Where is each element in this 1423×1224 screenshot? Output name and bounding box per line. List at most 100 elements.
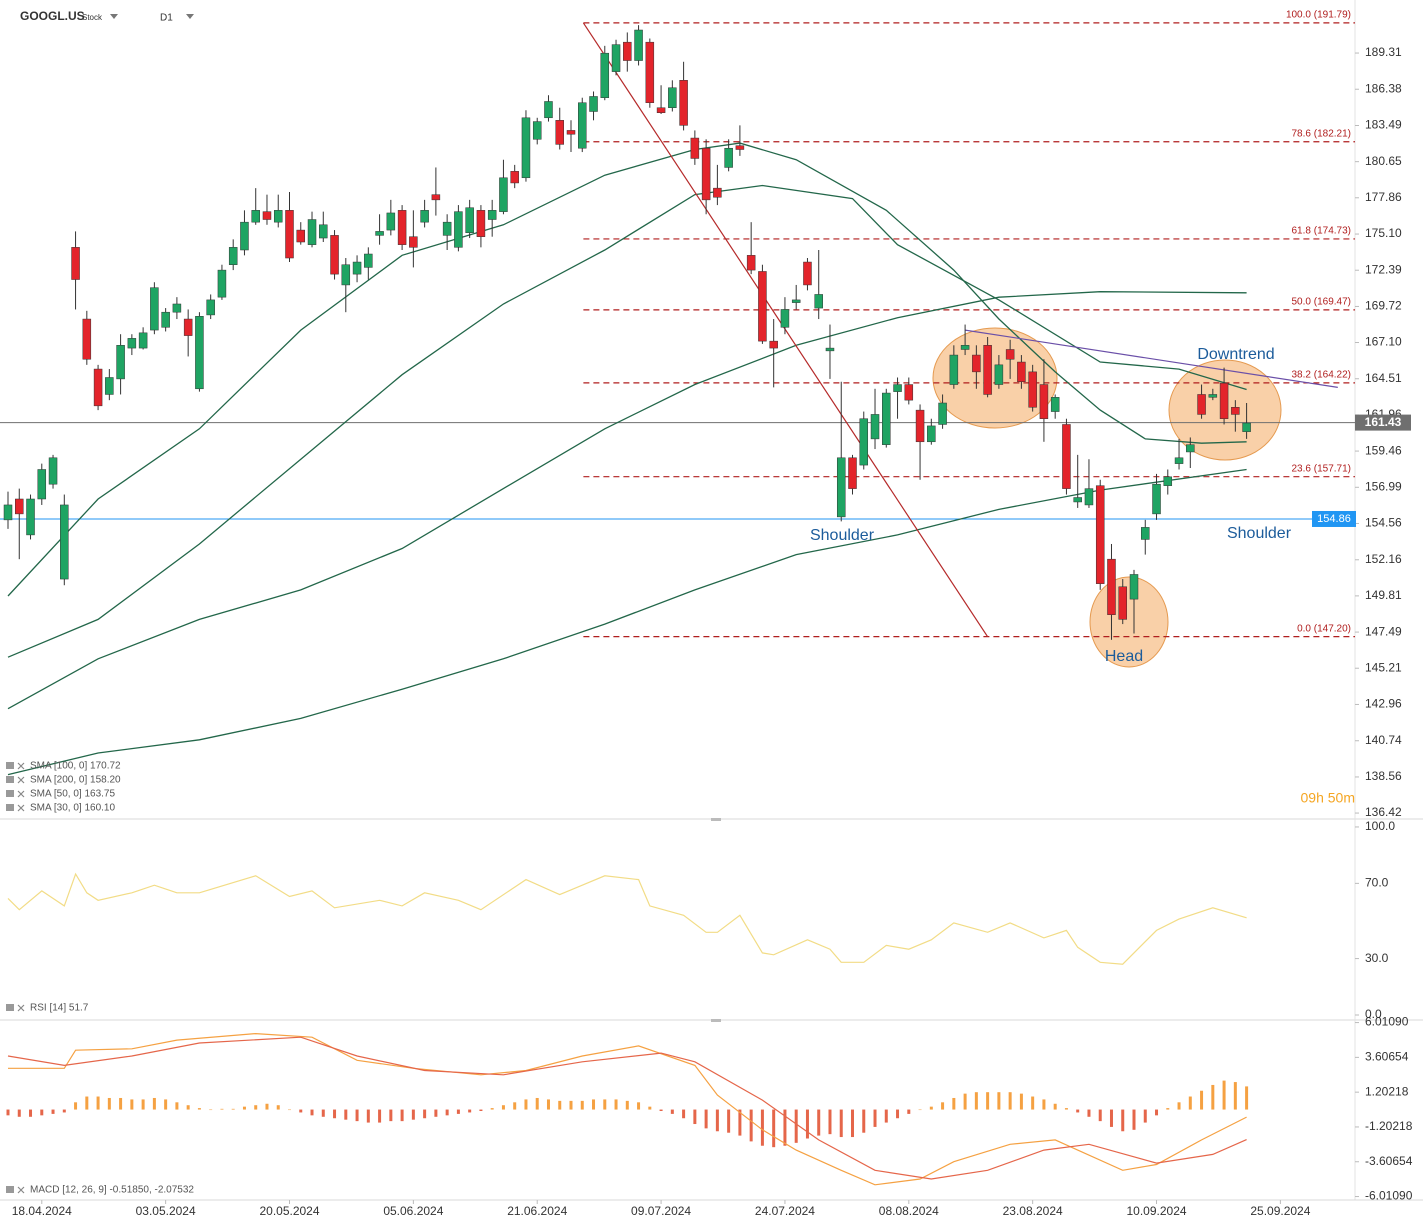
candle-body (623, 41, 632, 61)
candle-body (15, 498, 24, 515)
symbol[interactable]: GOOGL.US (20, 9, 85, 23)
macd-histogram-bar (265, 1103, 269, 1110)
candle-body (240, 221, 249, 251)
macd-histogram-bar (242, 1106, 246, 1110)
candle-body (273, 210, 283, 223)
macd-histogram-bar (637, 1102, 641, 1110)
fib-label: 61.8 (174.73) (1292, 226, 1352, 237)
macd-histogram-bar (40, 1109, 44, 1116)
candle-body (1062, 424, 1071, 489)
y-tick-label: 156.99 (1365, 479, 1402, 493)
y-tick-label: 1.20218 (1365, 1084, 1409, 1098)
macd-histogram-bar (445, 1109, 449, 1116)
timeframe-label[interactable]: D1 (160, 13, 173, 24)
macd-histogram-bar (1177, 1102, 1181, 1110)
candle-body (1141, 527, 1150, 540)
macd-histogram-bar (1031, 1096, 1035, 1110)
y-tick-label: 169.72 (1365, 299, 1402, 313)
candle-body (386, 212, 396, 231)
candle-body (532, 121, 542, 140)
candle-body (1163, 476, 1173, 486)
candle-body (803, 261, 812, 286)
candle-body (285, 210, 294, 259)
macd-histogram-bar (817, 1109, 821, 1136)
candle-body (769, 340, 778, 349)
candle-body (634, 29, 643, 61)
candle-body (679, 80, 688, 126)
legend-entry: SMA [200, 0] 158.20 (30, 775, 121, 786)
fib-label: 0.0 (147.20) (1297, 623, 1351, 634)
macd-histogram-bar (1245, 1086, 1249, 1110)
macd-histogram-bar (231, 1108, 235, 1110)
candle-body (1028, 371, 1037, 408)
y-tick-label: 183.49 (1365, 118, 1402, 132)
candle-body (791, 299, 801, 303)
candle-body (724, 147, 733, 168)
symbol-dropdown[interactable] (110, 14, 118, 19)
timeframe-dropdown[interactable] (186, 14, 194, 19)
candle-body (228, 247, 238, 265)
candle-body (116, 345, 125, 380)
candle-body (1050, 397, 1060, 412)
panel-resize-handle[interactable] (711, 1019, 721, 1022)
legend-entry: SMA [30, 0] 160.10 (30, 803, 115, 814)
macd-histogram-bar (1211, 1084, 1215, 1110)
candle-body (60, 504, 69, 580)
y-tick-label: 189.31 (1365, 45, 1402, 59)
candle-body (825, 347, 835, 352)
macd-histogram-bar (501, 1105, 505, 1110)
legend-entry: SMA [50, 0] 163.75 (30, 789, 115, 800)
candle-body (870, 414, 880, 440)
panel-resize-handle[interactable] (711, 818, 721, 821)
x-tick-label: 20.05.2024 (259, 1204, 319, 1218)
macd-histogram-bar (884, 1109, 888, 1123)
y-tick-label: 145.21 (1365, 660, 1402, 674)
macd-histogram-bar (1132, 1109, 1136, 1130)
macd-histogram-bar (918, 1109, 922, 1111)
y-tick-label: -3.60654 (1365, 1154, 1413, 1168)
legend-close (17, 790, 25, 798)
macd-histogram-bar (51, 1109, 55, 1114)
macd-histogram-bar (141, 1099, 145, 1110)
candle-body (172, 303, 182, 313)
legend-icon (6, 762, 14, 769)
macd-histogram-bar (1076, 1109, 1080, 1113)
candle-body (1242, 422, 1251, 432)
candle-body (217, 269, 227, 298)
macd-histogram-bar (17, 1109, 21, 1117)
candle-body (341, 264, 351, 286)
macd-histogram-bar (366, 1109, 370, 1123)
macd-histogram-bar (941, 1102, 945, 1110)
fib-label: 23.6 (157.71) (1292, 463, 1352, 474)
macd-histogram-bar (1233, 1082, 1237, 1110)
candle-body (93, 368, 103, 407)
macd-histogram-bar (828, 1109, 832, 1135)
candle-body (352, 261, 362, 275)
macd-histogram-bar (175, 1102, 179, 1110)
candle-body (600, 52, 610, 98)
y-tick-label: 3.60654 (1365, 1050, 1409, 1064)
candle-body (37, 469, 47, 500)
macd-histogram-bar (1188, 1096, 1192, 1110)
candle-body (701, 147, 711, 201)
candle-body (746, 255, 756, 271)
candle-body (611, 44, 621, 72)
candle-body (1174, 457, 1184, 464)
macd-histogram-bar (952, 1097, 956, 1110)
candle-body (927, 425, 936, 443)
macd-histogram-bar (580, 1100, 584, 1110)
macd-histogram-bar (715, 1109, 719, 1132)
macd-histogram-bar (760, 1109, 764, 1146)
macd-histogram-bar (1064, 1108, 1068, 1110)
candle-body (71, 247, 80, 280)
macd-histogram-bar (738, 1109, 742, 1136)
candle-body (319, 224, 328, 239)
candle-body (442, 221, 452, 236)
macd-histogram-bar (1143, 1109, 1147, 1123)
macd-histogram-bar (929, 1106, 933, 1110)
x-tick-label: 25.09.2024 (1250, 1204, 1310, 1218)
y-tick-label: 136.42 (1365, 805, 1402, 819)
candle-body (1186, 444, 1195, 453)
macd-histogram-bar (276, 1105, 280, 1110)
y-tick-label: 152.16 (1365, 552, 1402, 566)
